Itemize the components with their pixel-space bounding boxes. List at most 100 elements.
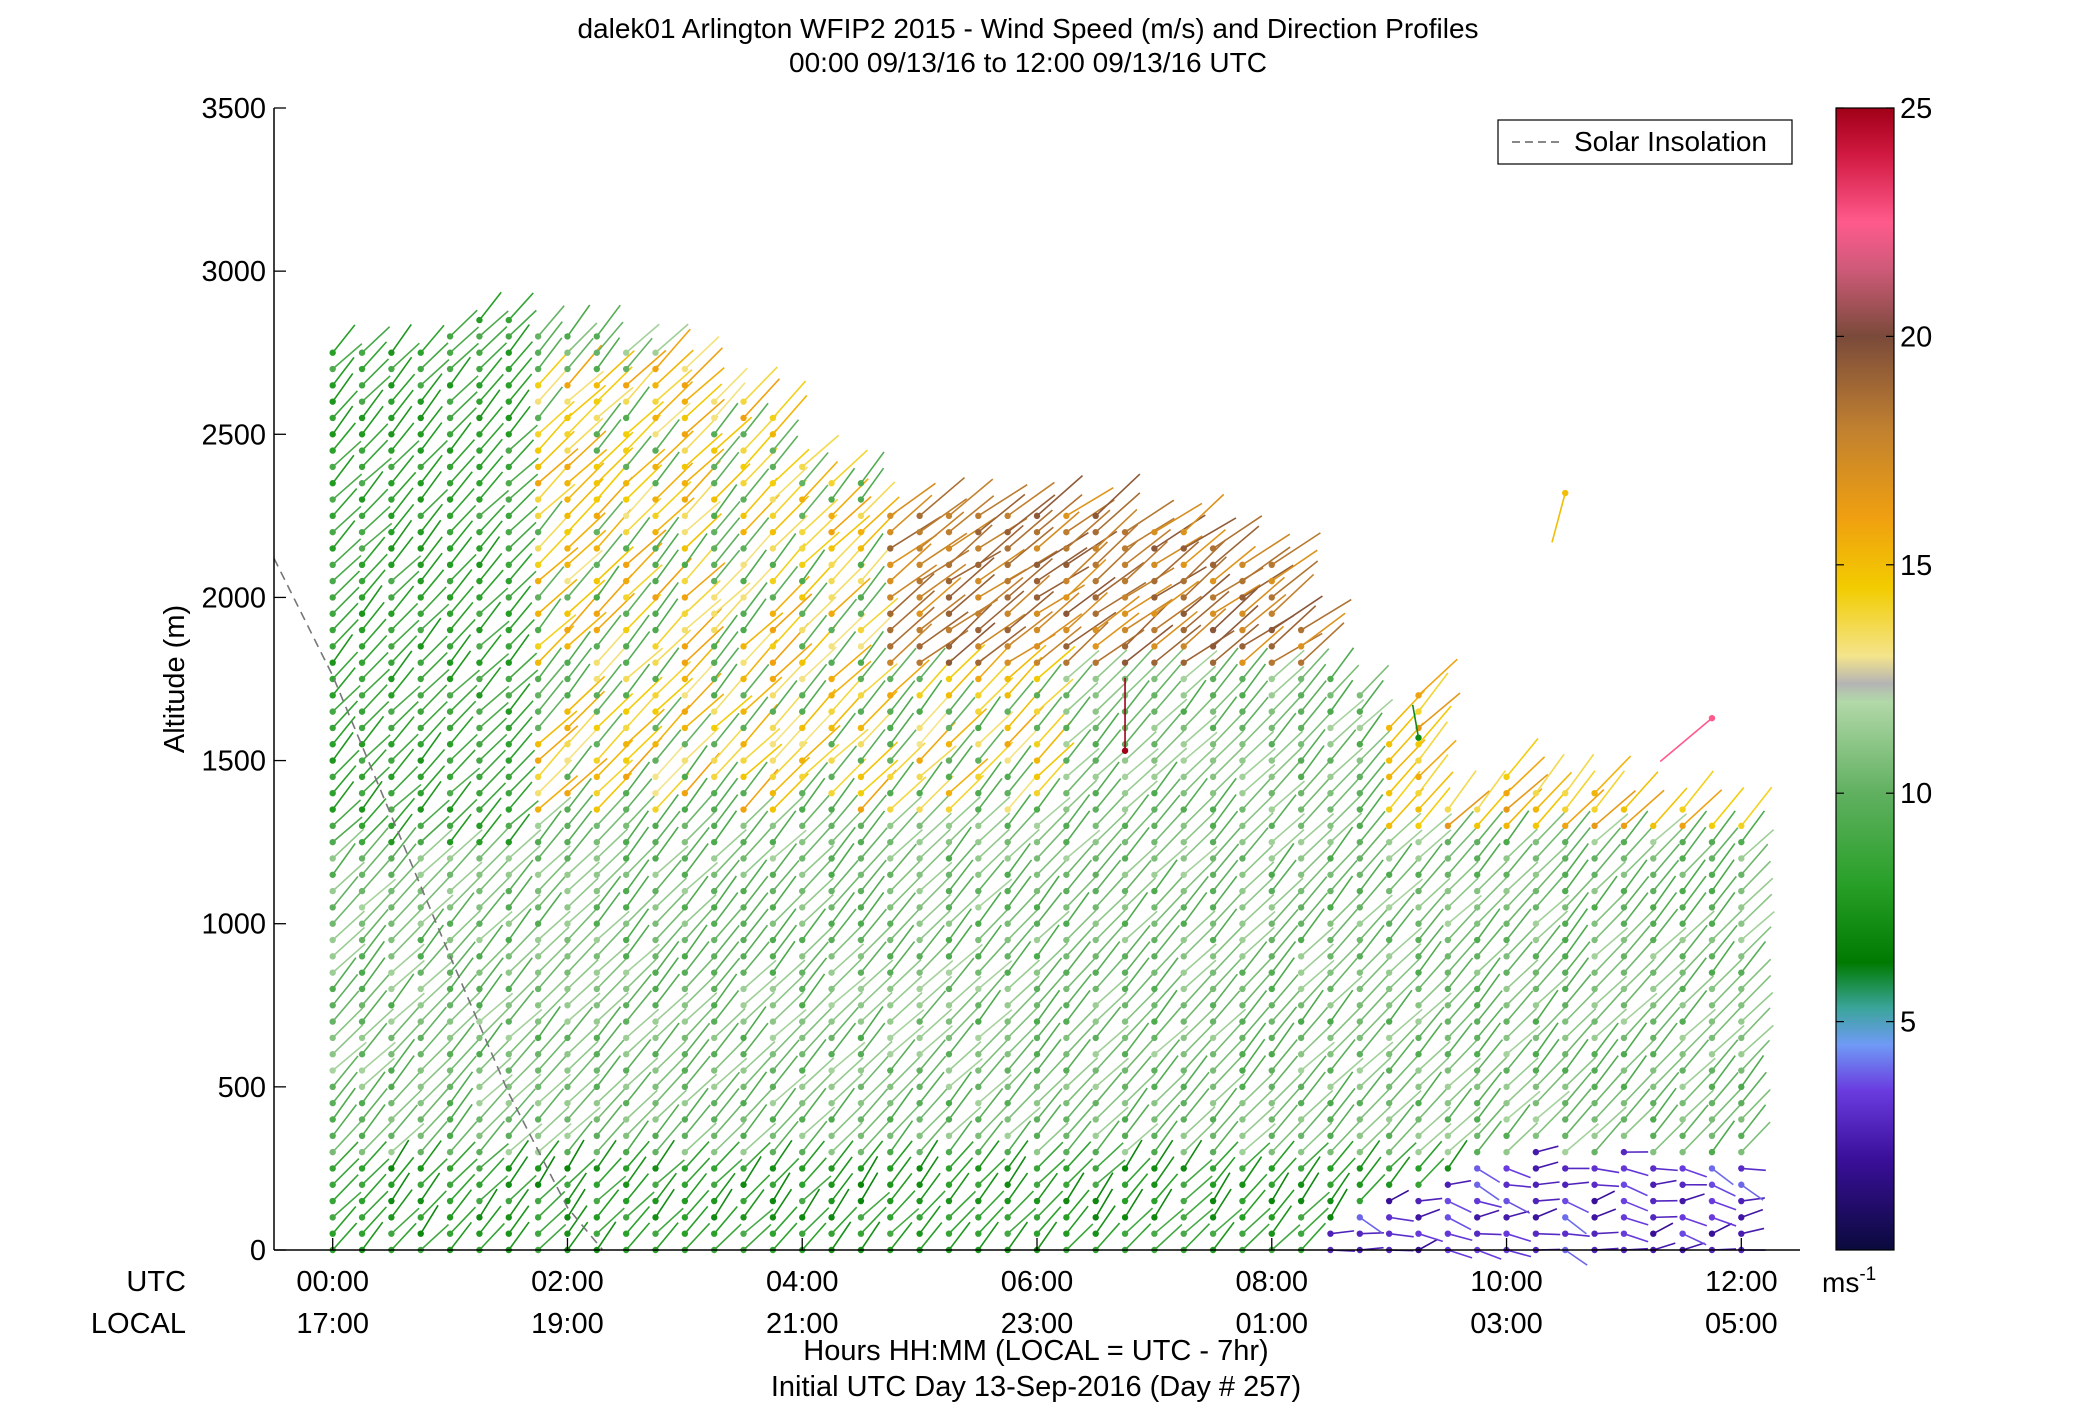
barb-dot bbox=[945, 724, 953, 732]
barb-dot bbox=[1180, 675, 1187, 683]
barb-dot bbox=[446, 626, 454, 634]
barb-shaft bbox=[449, 829, 483, 860]
barb-dot bbox=[476, 643, 483, 650]
barb-dot bbox=[652, 1132, 659, 1140]
barb-dot bbox=[534, 349, 542, 356]
barb-dot bbox=[945, 1214, 953, 1221]
profile-column bbox=[358, 326, 397, 1254]
barb-shaft bbox=[361, 1141, 387, 1169]
barb-dot bbox=[329, 594, 336, 601]
barb-dot bbox=[1180, 1051, 1187, 1058]
barb-dot bbox=[887, 757, 894, 764]
barb-dot bbox=[857, 969, 865, 976]
wind-barb bbox=[358, 470, 384, 503]
barb-shaft bbox=[361, 635, 388, 664]
wind-barb bbox=[593, 1121, 625, 1156]
barb-shaft bbox=[420, 1140, 442, 1169]
barb-dot bbox=[1092, 790, 1099, 797]
barb-dot bbox=[740, 463, 747, 471]
barb-dot bbox=[681, 496, 689, 503]
wind-barb bbox=[417, 470, 442, 503]
barb-dot bbox=[388, 773, 395, 781]
wind-barb bbox=[593, 321, 624, 356]
wind-barb bbox=[622, 1105, 657, 1140]
barb-shaft bbox=[449, 375, 479, 403]
wind-barb bbox=[388, 373, 416, 405]
wind-barb bbox=[446, 585, 474, 617]
barb-dot bbox=[593, 1230, 601, 1237]
wind-barb bbox=[476, 1120, 505, 1156]
barb-shaft bbox=[596, 1055, 622, 1088]
barb-dot bbox=[945, 920, 953, 927]
wind-barb bbox=[388, 440, 420, 471]
barb-dot bbox=[710, 790, 718, 797]
barb-dot bbox=[1239, 757, 1246, 764]
wind-barb bbox=[681, 908, 713, 944]
barb-dot bbox=[593, 920, 601, 927]
barb-dot bbox=[975, 1132, 982, 1140]
wind-barb bbox=[476, 910, 513, 944]
barb-dot bbox=[740, 1099, 747, 1107]
barb-dot bbox=[652, 904, 659, 911]
barb-shaft bbox=[654, 481, 692, 517]
barb-dot bbox=[446, 904, 454, 911]
barb-shaft bbox=[478, 389, 501, 419]
barb-dot bbox=[1004, 985, 1011, 993]
barb-shaft bbox=[449, 439, 476, 468]
barb-shaft bbox=[537, 827, 565, 859]
barb-dot bbox=[1121, 1083, 1129, 1091]
wind-barb bbox=[446, 941, 476, 976]
barb-dot bbox=[1092, 757, 1099, 764]
barb-dot bbox=[446, 757, 454, 764]
wind-barb bbox=[388, 813, 413, 846]
barb-shaft bbox=[361, 974, 390, 1006]
barb-shaft bbox=[332, 1158, 360, 1186]
barb-dot bbox=[1151, 953, 1158, 960]
barb-dot bbox=[799, 675, 806, 683]
barb-dot bbox=[564, 528, 571, 536]
barb-dot bbox=[887, 838, 894, 846]
barb-dot bbox=[975, 1214, 982, 1221]
wind-barb bbox=[593, 795, 626, 830]
barb-shaft bbox=[332, 700, 359, 729]
barb-dot bbox=[593, 659, 601, 666]
barb-dot bbox=[1063, 643, 1070, 650]
barb-shaft bbox=[478, 569, 504, 598]
barb-shaft bbox=[537, 400, 575, 435]
wind-barb bbox=[681, 958, 714, 993]
barb-dot bbox=[1209, 594, 1217, 601]
barb-dot bbox=[534, 1116, 542, 1123]
barb-dot bbox=[740, 512, 747, 520]
wind-barb bbox=[681, 777, 708, 813]
wind-barb bbox=[329, 324, 356, 356]
wind-barb bbox=[388, 797, 416, 830]
barb-dot bbox=[710, 626, 718, 634]
barb-dot bbox=[1180, 594, 1187, 601]
barb-dot bbox=[681, 610, 689, 617]
barb-dot bbox=[417, 953, 424, 960]
barb-shaft bbox=[478, 504, 506, 533]
barb-shaft bbox=[654, 741, 688, 778]
barb-dot bbox=[505, 545, 512, 552]
barb-dot bbox=[534, 871, 542, 878]
barb-dot bbox=[828, 855, 835, 862]
wind-barb bbox=[476, 389, 501, 422]
barb-dot bbox=[799, 1034, 806, 1042]
barb-dot bbox=[1121, 1034, 1129, 1042]
barb-dot bbox=[388, 365, 395, 373]
barb-dot bbox=[857, 594, 865, 601]
barb-dot bbox=[1092, 822, 1099, 830]
barb-shaft bbox=[449, 1189, 473, 1218]
barb-dot bbox=[799, 708, 806, 715]
barb-shaft bbox=[332, 1055, 359, 1088]
wind-barb bbox=[505, 781, 533, 813]
wind-barb bbox=[505, 619, 535, 650]
barb-dot bbox=[564, 806, 571, 813]
barb-shaft bbox=[361, 990, 388, 1023]
barb-dot bbox=[564, 741, 571, 748]
barb-dot bbox=[769, 1002, 777, 1009]
wind-barb bbox=[652, 859, 682, 895]
barb-shaft bbox=[566, 925, 598, 957]
barb-dot bbox=[857, 773, 865, 781]
barb-shaft bbox=[508, 1174, 537, 1202]
